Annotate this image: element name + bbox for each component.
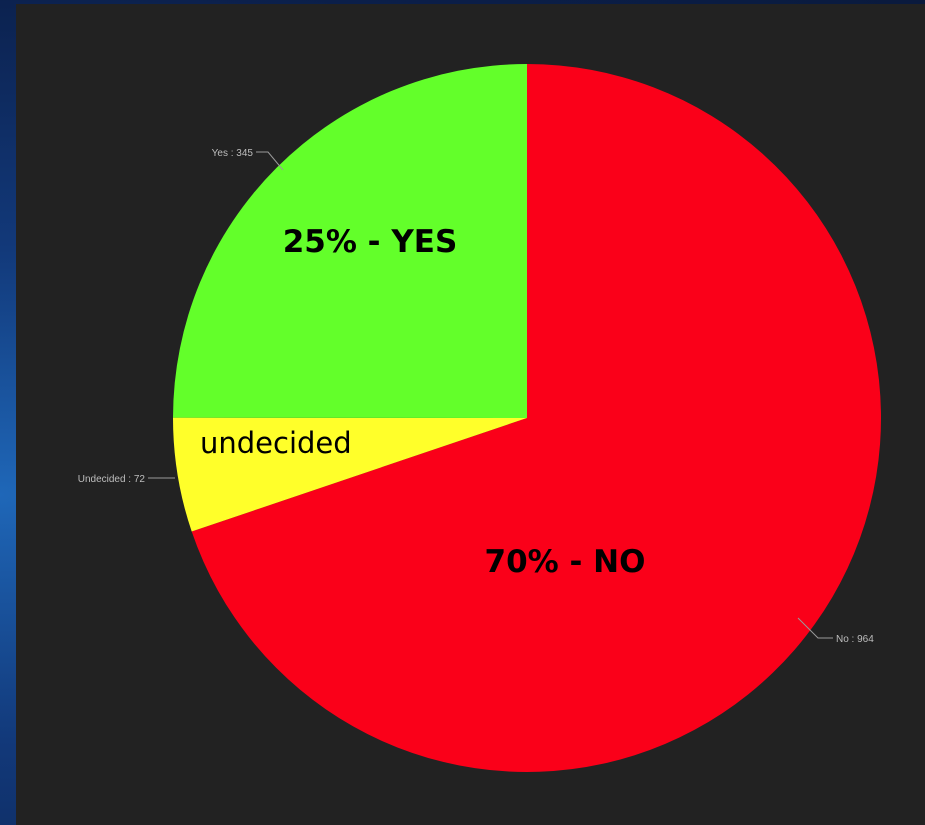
- pie-slices: [172, 64, 882, 773]
- pie-slice-yes[interactable]: [173, 64, 527, 418]
- callout-line-yes: [256, 151, 284, 171]
- pie-callouts: No : 964 Undecided : 72 Yes : 345: [78, 148, 875, 645]
- pie-overlay-labels: 70% - NO undecided 25% - YES: [200, 224, 645, 580]
- pie-slice-undecided[interactable]: [172, 417, 527, 532]
- pie-slice-no[interactable]: [191, 64, 882, 773]
- overlay-label-no: 70% - NO: [485, 544, 646, 580]
- callout-line-no: [797, 617, 833, 639]
- callout-label-undecided: Undecided : 72: [78, 474, 146, 485]
- overlay-label-yes: 25% - YES: [283, 224, 458, 260]
- callout-label-no: No : 964: [836, 634, 874, 645]
- overlay-label-undecided: undecided: [200, 426, 352, 460]
- callout-label-yes: Yes : 345: [212, 148, 254, 159]
